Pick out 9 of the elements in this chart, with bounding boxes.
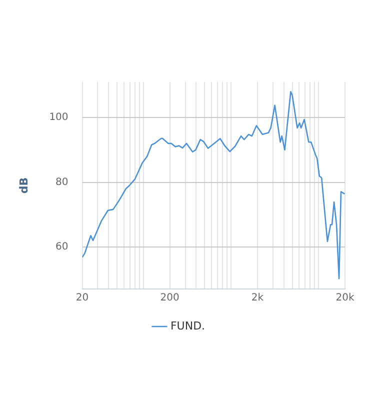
y-tick-label: 60 — [56, 242, 68, 253]
x-tick-label: 2k — [251, 292, 264, 304]
x-tick-label: 200 — [160, 292, 180, 304]
x-tick-label: 20k — [336, 292, 354, 304]
y-axis-title: dB — [17, 177, 30, 194]
y-tick-label: 80 — [56, 176, 68, 188]
y-tick-label: 100 — [49, 112, 68, 124]
x-tick-label: 20 — [76, 292, 89, 304]
legend-label: FUND. — [170, 319, 206, 332]
